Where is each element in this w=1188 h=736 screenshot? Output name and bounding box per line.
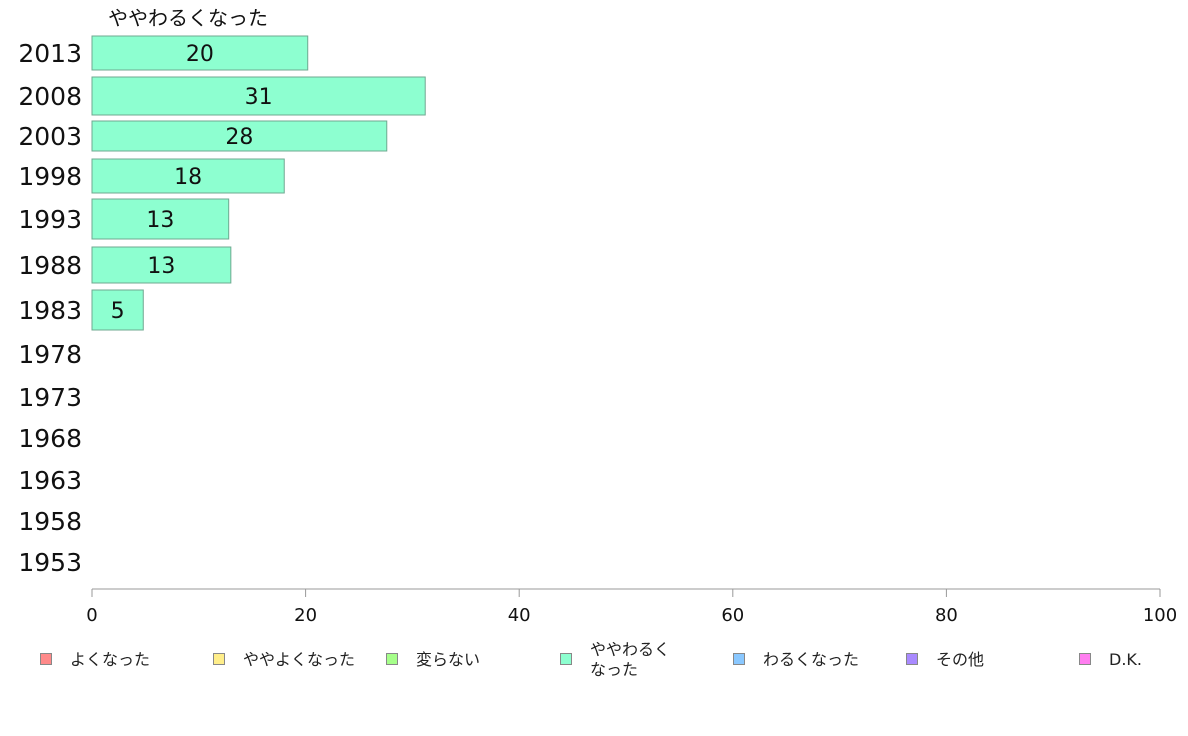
category-label: 1978 bbox=[18, 340, 82, 369]
bar bbox=[91, 158, 285, 194]
bar-value-label: 18 bbox=[174, 165, 202, 190]
legend-swatch bbox=[40, 653, 52, 665]
bar bbox=[91, 76, 426, 116]
category-label: 1953 bbox=[18, 548, 82, 577]
category-label: 1998 bbox=[18, 162, 82, 191]
legend-label: ややわるく なった bbox=[590, 640, 671, 679]
x-tick-label: 40 bbox=[508, 605, 531, 626]
legend-label: その他 bbox=[936, 650, 985, 669]
legend-item: 変らない bbox=[386, 640, 480, 670]
legend-item: D.K. bbox=[1079, 640, 1142, 670]
legend-swatch bbox=[386, 653, 398, 665]
category-label: 1988 bbox=[18, 251, 82, 280]
bar-chart: ややわるくなった20132008200319981993198819831978… bbox=[18, 6, 1177, 626]
legend: よくなった ややよくなった 変らない ややわるく なった わるくなった その他 D.K. bbox=[0, 640, 1188, 700]
bar-value-label: 20 bbox=[186, 42, 214, 67]
legend-swatch bbox=[560, 653, 572, 665]
bar bbox=[91, 120, 388, 152]
legend-item: よくなった bbox=[40, 640, 150, 670]
bar bbox=[91, 246, 232, 284]
category-label: 2008 bbox=[18, 82, 82, 111]
chart-title: ややわるくなった bbox=[108, 6, 268, 30]
bar bbox=[91, 35, 309, 71]
category-label: 1983 bbox=[18, 296, 82, 325]
bar-value-label: 13 bbox=[147, 254, 175, 279]
bar bbox=[91, 198, 230, 240]
x-tick-label: 60 bbox=[721, 605, 744, 626]
legend-label: ややよくなった bbox=[243, 650, 356, 669]
legend-swatch bbox=[733, 653, 745, 665]
legend-item: その他 bbox=[906, 640, 984, 670]
legend-item: ややよくなった bbox=[213, 640, 355, 670]
bar-value-label: 5 bbox=[111, 299, 125, 324]
x-tick-label: 100 bbox=[1143, 605, 1177, 626]
x-tick-label: 0 bbox=[86, 605, 97, 626]
category-label: 2003 bbox=[18, 122, 82, 151]
bar bbox=[91, 289, 144, 331]
legend-swatch bbox=[213, 653, 225, 665]
legend-swatch bbox=[1079, 653, 1091, 665]
legend-swatch bbox=[906, 653, 918, 665]
x-tick-label: 20 bbox=[294, 605, 317, 626]
legend-label: D.K. bbox=[1109, 650, 1142, 669]
bar-value-label: 28 bbox=[225, 125, 253, 150]
legend-item: わるくなった bbox=[733, 640, 859, 670]
legend-item: ややわるく なった bbox=[560, 640, 670, 680]
category-label: 1973 bbox=[18, 383, 82, 412]
category-label: 1993 bbox=[18, 205, 82, 234]
bar-value-label: 31 bbox=[245, 85, 273, 110]
category-label: 1968 bbox=[18, 424, 82, 453]
x-tick-label: 80 bbox=[935, 605, 958, 626]
category-label: 1963 bbox=[18, 466, 82, 495]
legend-label: よくなった bbox=[70, 650, 151, 669]
category-label: 1958 bbox=[18, 507, 82, 536]
legend-label: 変らない bbox=[416, 650, 481, 669]
category-label: 2013 bbox=[18, 39, 82, 68]
bar-value-label: 13 bbox=[146, 208, 174, 233]
legend-label: わるくなった bbox=[763, 650, 860, 669]
